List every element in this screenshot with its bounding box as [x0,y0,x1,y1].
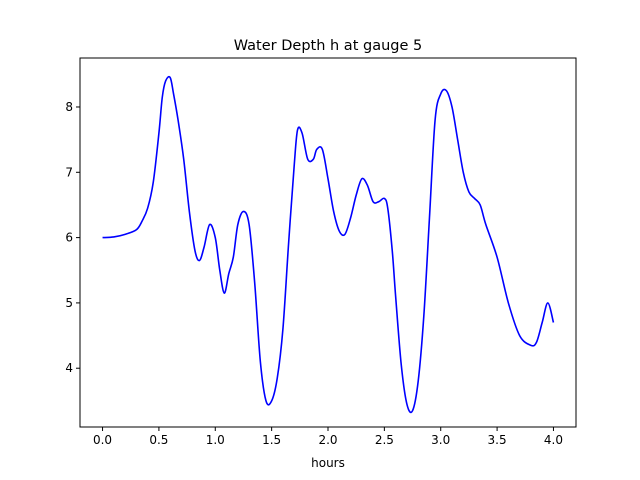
chart-title: Water Depth h at gauge 5 [234,38,422,54]
y-tick-label: 7 [65,165,73,179]
x-tick-label: 1.5 [262,433,281,447]
x-tick-label: 3.5 [488,433,507,447]
x-tick-label: 3.0 [431,433,450,447]
plot-area: 0.0 0.5 1.0 1.5 2.0 2.5 3.0 3.5 4.0 4 5 6 7 8 [65,57,577,447]
x-tick-label: 2.0 [318,433,337,447]
y-tick-label: 5 [65,296,73,310]
x-axis-label: hours [311,456,345,470]
series-line-0 [102,75,555,414]
y-tick-label: 4 [65,361,73,375]
x-tick-label: 0.0 [93,433,112,447]
x-tick-label: 2.5 [375,433,394,447]
x-tick-label: 4.0 [544,433,563,447]
y-tick-label: 6 [65,231,73,245]
x-tick-label: 1.0 [206,433,225,447]
y-tick-label: 8 [65,100,73,114]
x-tick-label: 0.5 [149,433,168,447]
